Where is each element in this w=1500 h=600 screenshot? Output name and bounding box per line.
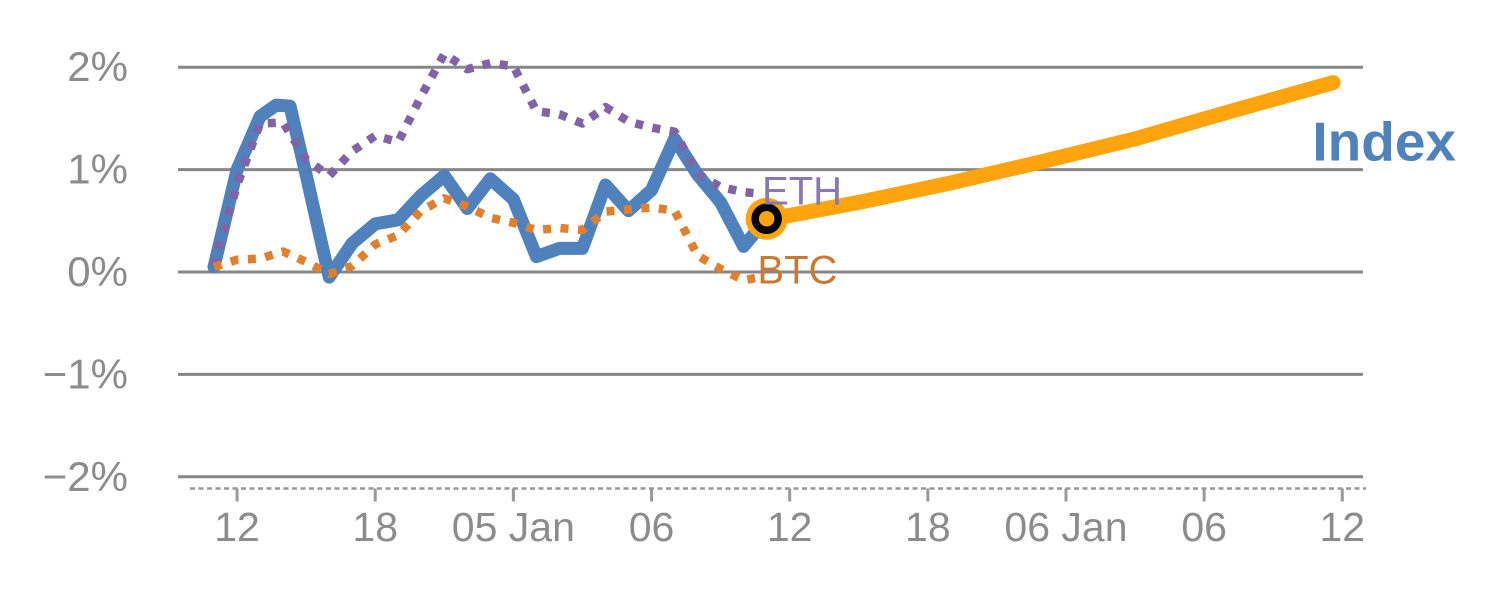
y-tick-label: 1% bbox=[67, 146, 128, 193]
x-axis bbox=[190, 487, 1366, 502]
x-tick-label: 06 bbox=[629, 504, 675, 550]
x-tick-label: 12 bbox=[767, 504, 813, 550]
x-tick-label: 18 bbox=[352, 504, 398, 550]
series-index-forecast-line bbox=[759, 75, 1341, 228]
label-index: Index bbox=[1312, 110, 1456, 172]
x-tick-label: 05 Jan bbox=[452, 504, 575, 550]
x-tick-label: 12 bbox=[214, 504, 260, 550]
label-eth: ETH bbox=[762, 169, 842, 213]
x-tick-label: 18 bbox=[905, 504, 951, 550]
tick-labels: 12 18 05 Jan 06 12 18 06 Jan 06 12 2% 1% 0% −1% −2% bbox=[43, 43, 1365, 550]
gridlines bbox=[178, 65, 1363, 479]
y-tick-label: −1% bbox=[43, 350, 128, 397]
series-eth-line bbox=[209, 49, 756, 268]
x-tick-label: 06 bbox=[1181, 504, 1227, 550]
y-tick-label: 0% bbox=[67, 248, 128, 295]
x-tick-label: 12 bbox=[1319, 504, 1365, 550]
y-tick-label: 2% bbox=[67, 43, 128, 90]
y-tick-label: −2% bbox=[43, 453, 128, 500]
x-tick-label: 06 Jan bbox=[1004, 504, 1127, 550]
series-index-line bbox=[207, 98, 774, 284]
last-actual-marker bbox=[751, 203, 782, 235]
series-btc-line bbox=[212, 194, 756, 285]
label-btc: BTC bbox=[757, 248, 837, 292]
